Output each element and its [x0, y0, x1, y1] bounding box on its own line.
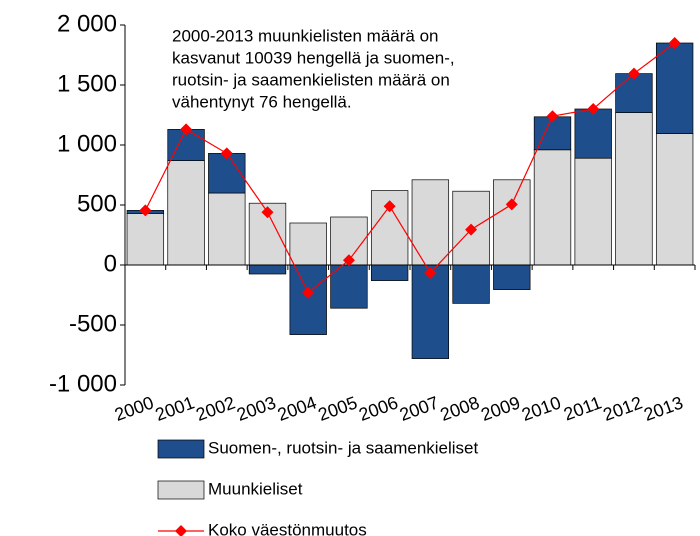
x-tick-label: 2006 — [356, 392, 400, 424]
bar — [208, 192, 246, 266]
bar — [411, 179, 450, 266]
marker — [261, 206, 274, 219]
legend-label: Muunkieliset — [208, 479, 303, 498]
legend-swatch — [157, 480, 205, 500]
x-tick-label: 2005 — [315, 392, 359, 424]
bar — [411, 264, 450, 359]
bar — [615, 73, 653, 113]
y-tick-label: 2 000 — [57, 10, 117, 37]
annotation: kasvanut 10039 hengellä ja suomen-, — [172, 48, 455, 67]
marker — [505, 198, 518, 211]
annotation: 2000-2013 muunkielisten määrä on — [172, 26, 439, 45]
y-tick-label: 0 — [104, 250, 117, 277]
marker — [139, 204, 152, 217]
bar — [330, 264, 368, 309]
x-tick-label: 2003 — [234, 392, 278, 424]
marker — [627, 67, 640, 80]
y-tick-label: -1 000 — [49, 370, 117, 397]
y-tick-label: 1 500 — [57, 70, 117, 97]
bar — [493, 264, 531, 290]
x-tick-label: 2004 — [275, 392, 319, 424]
annotation: ruotsin- ja saamenkielisten määrä on — [172, 70, 450, 89]
marker — [302, 286, 315, 299]
bar — [655, 133, 694, 266]
marker — [465, 223, 478, 236]
marker — [383, 200, 396, 213]
y-tick-label: 500 — [77, 190, 117, 217]
x-tick-label: 2012 — [600, 392, 644, 424]
annotation: vähentynyt 76 hengellä. — [172, 92, 352, 111]
legend-label: Suomen-, ruotsin- ja saamenkieliset — [208, 438, 479, 457]
x-tick-label: 2000 — [112, 392, 156, 424]
bar — [574, 108, 612, 159]
x-tick-label: 2001 — [153, 392, 197, 424]
marker — [668, 37, 681, 49]
x-tick-label: 2007 — [397, 392, 441, 424]
x-tick-label: 2002 — [193, 392, 237, 424]
marker — [220, 147, 233, 160]
marker — [587, 103, 600, 115]
x-tick-label: 2011 — [561, 392, 604, 424]
bar — [533, 116, 572, 151]
legend-label: Koko väestönmuutos — [208, 520, 367, 536]
x-tick-label: 2008 — [438, 392, 482, 424]
marker — [180, 123, 193, 136]
bar — [615, 112, 653, 266]
bar — [248, 264, 287, 275]
bar — [126, 213, 165, 266]
y-tick-label: -500 — [69, 310, 117, 337]
marker — [546, 110, 559, 123]
bar — [289, 222, 327, 266]
marker — [342, 254, 355, 267]
total-line — [144, 42, 676, 294]
x-tick-label: 2010 — [519, 392, 563, 424]
y-tick-label: 1 000 — [57, 130, 117, 157]
bar — [289, 264, 327, 335]
bar — [208, 153, 246, 194]
bar — [493, 179, 531, 266]
x-tick-label: 2013 — [641, 392, 685, 424]
bar — [533, 149, 572, 266]
bar — [370, 264, 409, 281]
marker — [424, 266, 437, 279]
bar — [167, 160, 205, 266]
x-tick-label: 2009 — [478, 392, 522, 424]
bar — [574, 157, 612, 266]
legend-swatch — [157, 439, 205, 459]
bar — [452, 264, 490, 304]
legend-marker — [175, 525, 187, 536]
bar — [655, 42, 694, 134]
